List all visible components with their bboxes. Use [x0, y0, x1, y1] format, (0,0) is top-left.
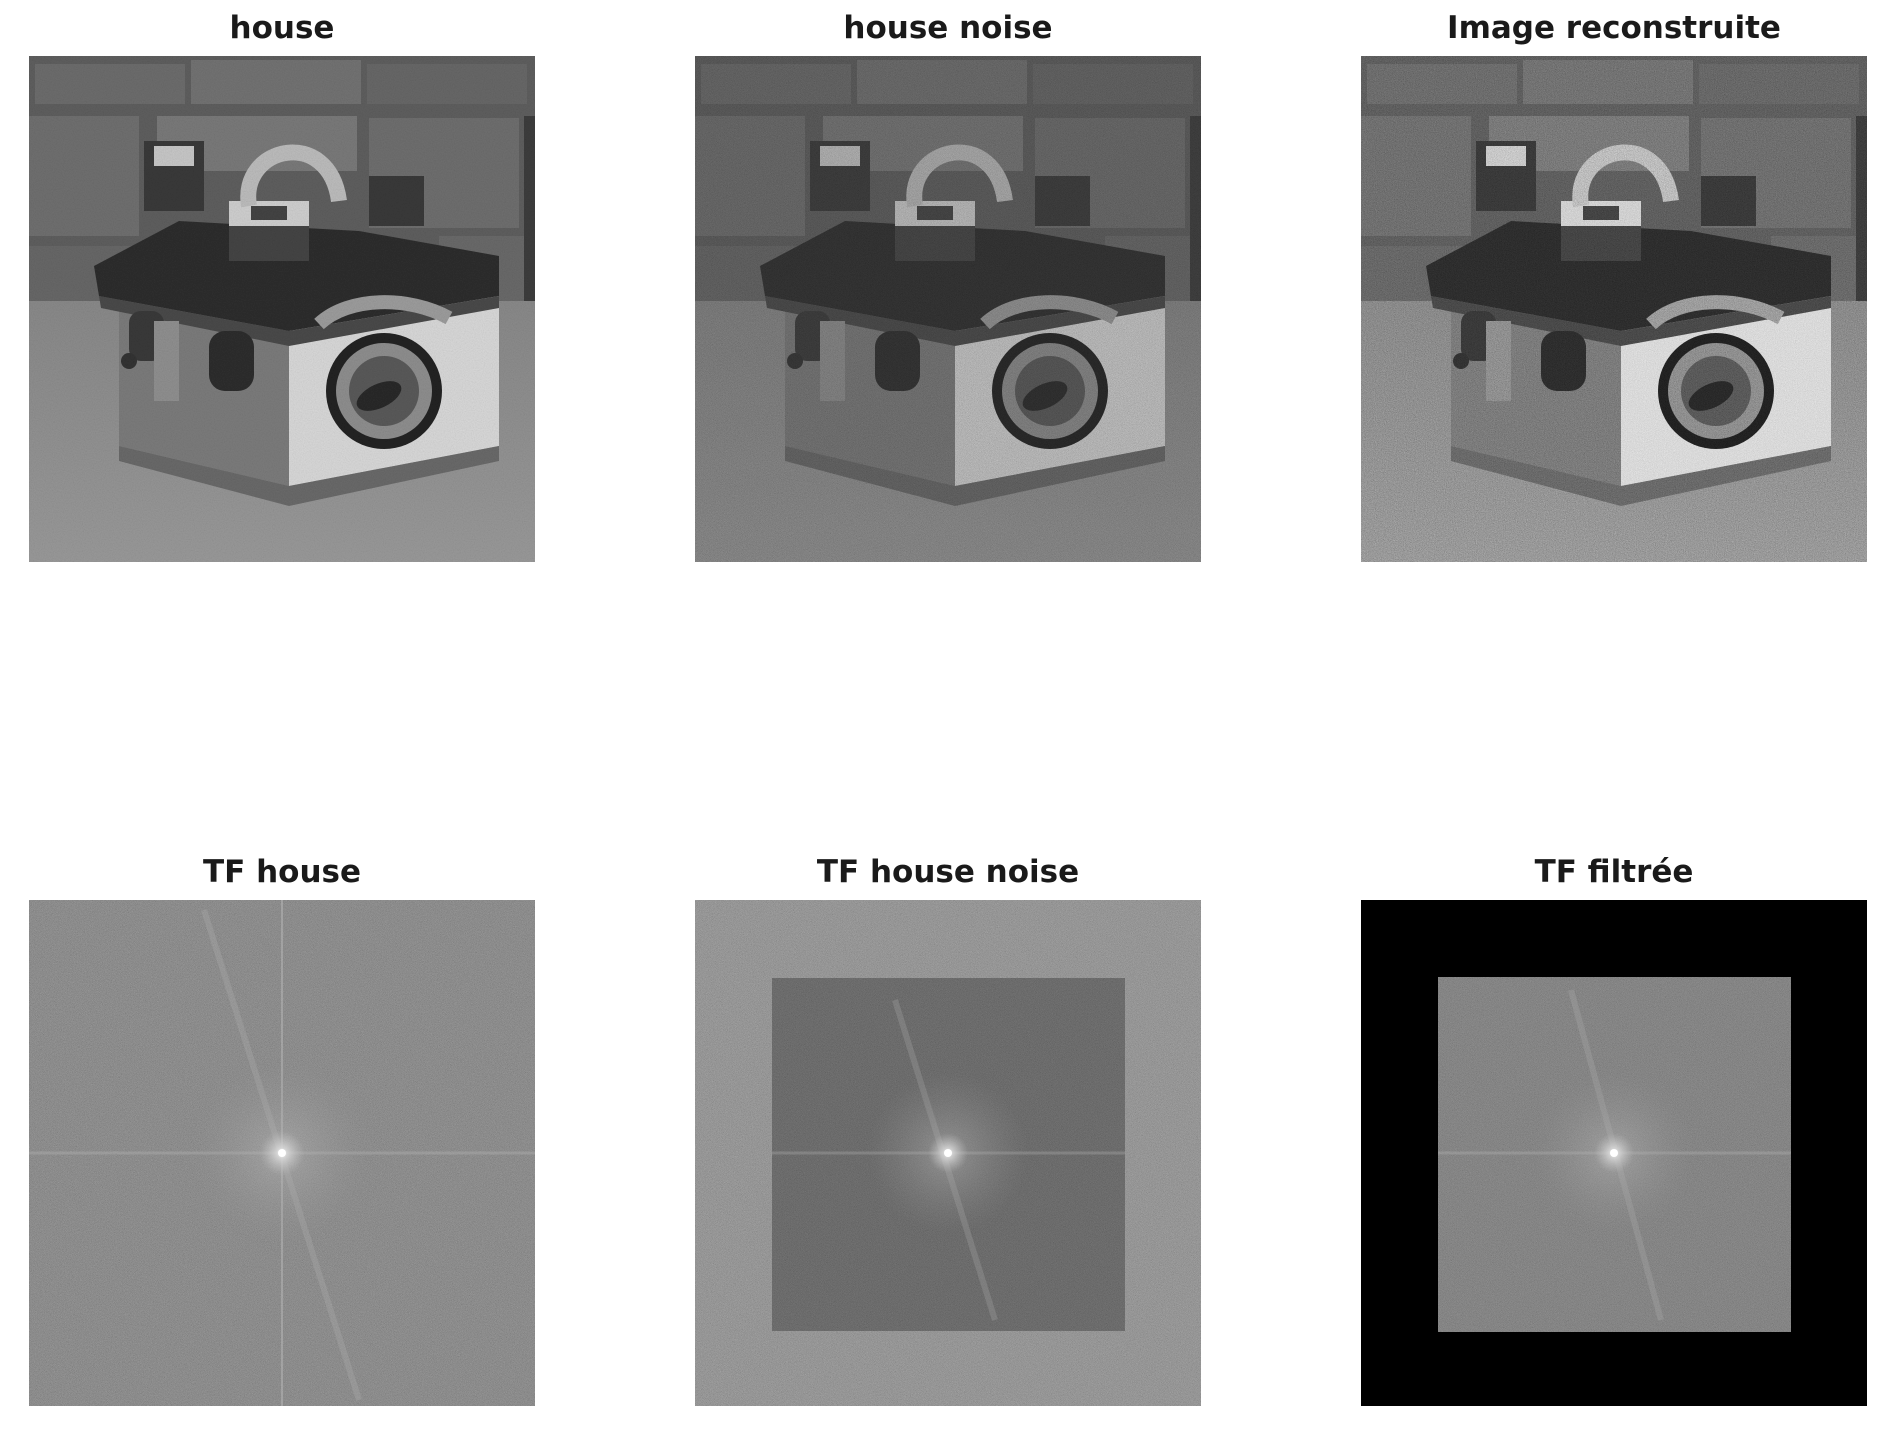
panel-title: TF filtrée: [1534, 854, 1694, 890]
reconstructed-image: [1361, 56, 1867, 562]
tf-house-spectrum: [29, 900, 535, 1406]
panel-title: house: [229, 10, 335, 46]
panel-title: house noise: [843, 10, 1053, 46]
panel-title: TF house: [202, 854, 362, 890]
panel-title: TF house noise: [816, 854, 1080, 890]
panel-title: Image reconstruite: [1447, 10, 1781, 46]
house-image: [29, 56, 535, 562]
house-noise-image: [695, 56, 1201, 562]
tf-house-noise-spectrum: [695, 900, 1201, 1406]
tf-filtered-spectrum: [1361, 900, 1867, 1406]
